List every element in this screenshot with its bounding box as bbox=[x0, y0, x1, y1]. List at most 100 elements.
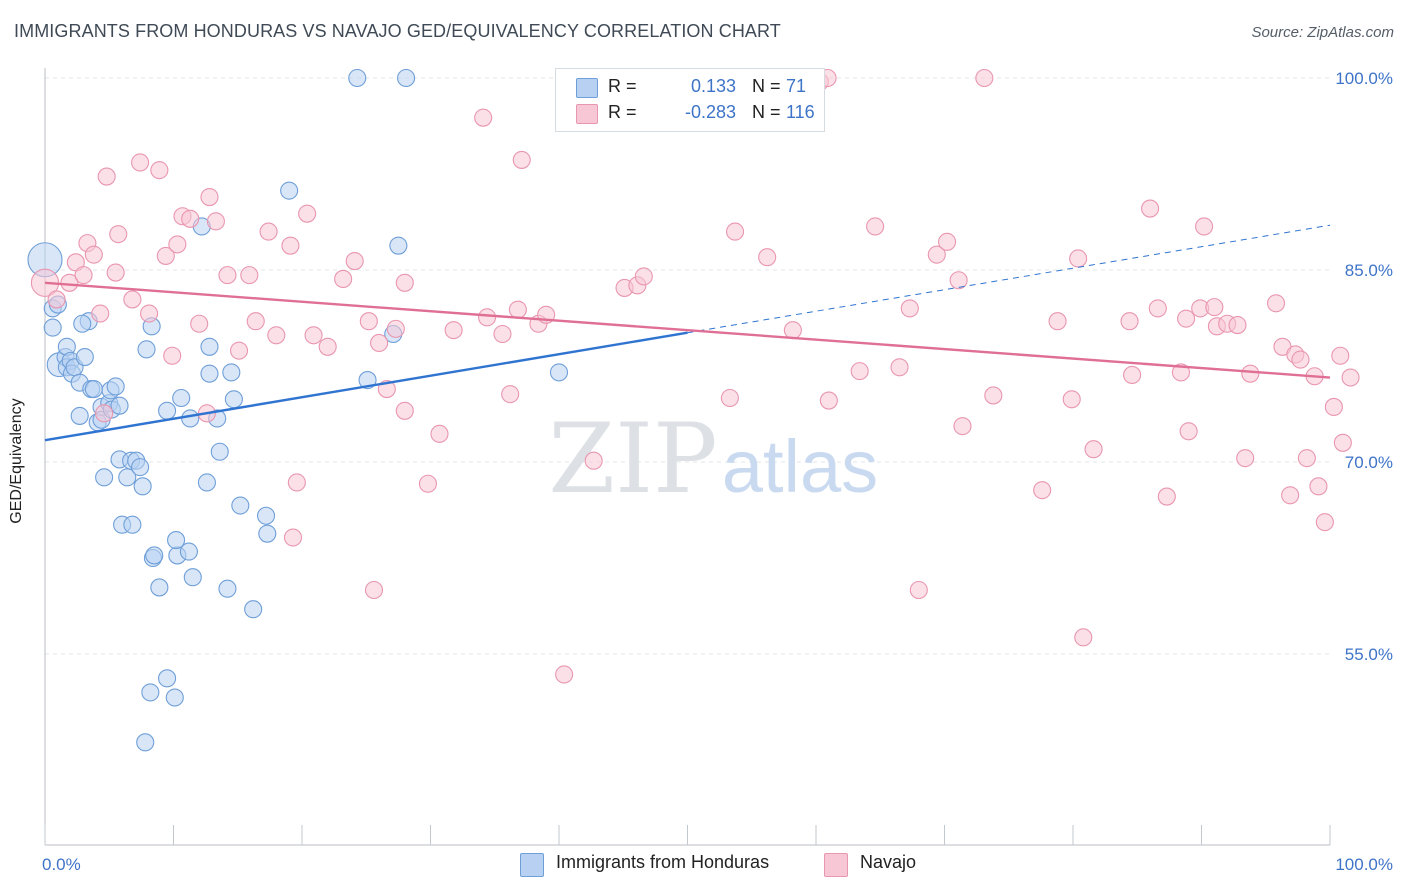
legend-r-label: R = bbox=[608, 102, 637, 122]
point-navajo bbox=[334, 269, 353, 289]
point-navajo bbox=[474, 108, 493, 127]
point-navajo bbox=[1333, 433, 1352, 452]
chart-title: IMMIGRANTS FROM HONDURAS VS NAVAJO GED/E… bbox=[14, 21, 781, 41]
point-navajo bbox=[1309, 477, 1328, 496]
point-navajo bbox=[850, 362, 869, 381]
point-honduras bbox=[280, 181, 299, 200]
point-honduras bbox=[167, 531, 186, 550]
point-honduras bbox=[158, 401, 177, 420]
point-navajo bbox=[287, 473, 306, 492]
point-honduras bbox=[123, 515, 142, 534]
trend-line-navajo bbox=[44, 281, 1331, 379]
point-navajo bbox=[1341, 368, 1360, 387]
point-navajo bbox=[909, 580, 928, 600]
point-honduras bbox=[165, 688, 184, 707]
point-navajo bbox=[1324, 397, 1343, 417]
source-label: Source: ZipAtlas.com bbox=[1251, 24, 1394, 41]
point-navajo bbox=[267, 326, 286, 345]
point-navajo bbox=[1236, 449, 1255, 468]
point-honduras bbox=[133, 477, 152, 496]
y-tick-label: 85.0% bbox=[1345, 261, 1393, 280]
point-honduras bbox=[197, 473, 216, 492]
point-navajo bbox=[106, 263, 125, 282]
point-navajo bbox=[1205, 298, 1224, 317]
point-honduras bbox=[150, 578, 169, 597]
y-tick-label: 55.0% bbox=[1345, 645, 1393, 664]
point-navajo bbox=[218, 266, 237, 285]
point-navajo bbox=[240, 266, 259, 285]
x-tick-label: 100.0% bbox=[1335, 855, 1393, 874]
point-navajo bbox=[900, 299, 919, 318]
tick-labels: 55.0% 70.0% 85.0% 100.0% 0.0% 100.0% bbox=[42, 69, 1393, 874]
point-navajo bbox=[725, 222, 745, 241]
point-navajo bbox=[1157, 487, 1176, 506]
point-navajo bbox=[318, 337, 337, 356]
point-navajo bbox=[1177, 309, 1196, 328]
point-navajo bbox=[758, 248, 777, 267]
point-navajo bbox=[949, 271, 968, 290]
point-honduras bbox=[218, 579, 237, 598]
bottom-legend-label-navajo: Navajo bbox=[860, 852, 917, 872]
point-navajo bbox=[370, 333, 389, 353]
point-navajo bbox=[1123, 365, 1142, 385]
bottom-legend-label-honduras: Immigrants from Honduras bbox=[556, 852, 770, 872]
point-honduras bbox=[73, 314, 92, 333]
point-honduras bbox=[231, 496, 250, 515]
trend-line-honduras-extension bbox=[687, 224, 1331, 334]
point-honduras bbox=[397, 68, 416, 88]
point-navajo bbox=[84, 245, 103, 264]
point-navajo bbox=[1228, 315, 1247, 335]
point-navajo bbox=[720, 388, 739, 408]
point-navajo bbox=[508, 300, 527, 319]
legend-n-value: 116 bbox=[786, 102, 815, 122]
point-navajo bbox=[74, 266, 93, 285]
point-navajo bbox=[386, 319, 405, 338]
point-navajo bbox=[1062, 390, 1081, 409]
point-honduras bbox=[172, 388, 191, 408]
point-honduras bbox=[110, 396, 129, 415]
point-navajo bbox=[259, 222, 278, 241]
point-navajo bbox=[229, 341, 249, 360]
point-navajo bbox=[190, 314, 209, 333]
point-honduras bbox=[145, 546, 164, 565]
point-navajo bbox=[584, 451, 603, 470]
point-navajo bbox=[1074, 628, 1093, 647]
series-navajo-points bbox=[30, 68, 1360, 684]
point-navajo bbox=[168, 235, 187, 254]
point-navajo bbox=[281, 236, 300, 255]
point-honduras bbox=[183, 568, 202, 587]
point-honduras bbox=[179, 542, 198, 561]
point-navajo bbox=[91, 304, 110, 323]
point-honduras bbox=[256, 506, 276, 525]
point-honduras bbox=[106, 377, 125, 396]
point-navajo bbox=[123, 290, 142, 309]
point-honduras bbox=[75, 347, 94, 367]
point-navajo bbox=[140, 304, 159, 323]
point-navajo bbox=[181, 209, 200, 228]
point-navajo bbox=[47, 290, 66, 309]
point-honduras bbox=[136, 733, 155, 752]
point-honduras bbox=[348, 68, 367, 88]
point-navajo bbox=[1266, 294, 1286, 313]
point-navajo bbox=[1120, 312, 1139, 331]
point-honduras bbox=[137, 340, 156, 359]
point-navajo bbox=[1148, 299, 1167, 318]
point-honduras bbox=[210, 442, 229, 461]
point-navajo bbox=[430, 424, 449, 443]
y-tick-label: 100.0% bbox=[1335, 69, 1393, 88]
point-navajo bbox=[345, 251, 364, 271]
legend-swatch-navajo bbox=[576, 104, 598, 124]
point-navajo bbox=[395, 401, 414, 420]
point-navajo bbox=[1315, 513, 1334, 532]
point-navajo bbox=[890, 358, 909, 377]
point-navajo bbox=[1033, 481, 1052, 500]
point-navajo bbox=[200, 187, 219, 207]
point-honduras bbox=[181, 409, 200, 428]
point-navajo bbox=[131, 153, 150, 172]
point-navajo bbox=[512, 150, 531, 169]
y-tick-label: 70.0% bbox=[1345, 453, 1393, 472]
point-navajo bbox=[984, 386, 1003, 405]
point-honduras bbox=[131, 458, 150, 477]
legend-r-value: -0.283 bbox=[684, 102, 736, 122]
